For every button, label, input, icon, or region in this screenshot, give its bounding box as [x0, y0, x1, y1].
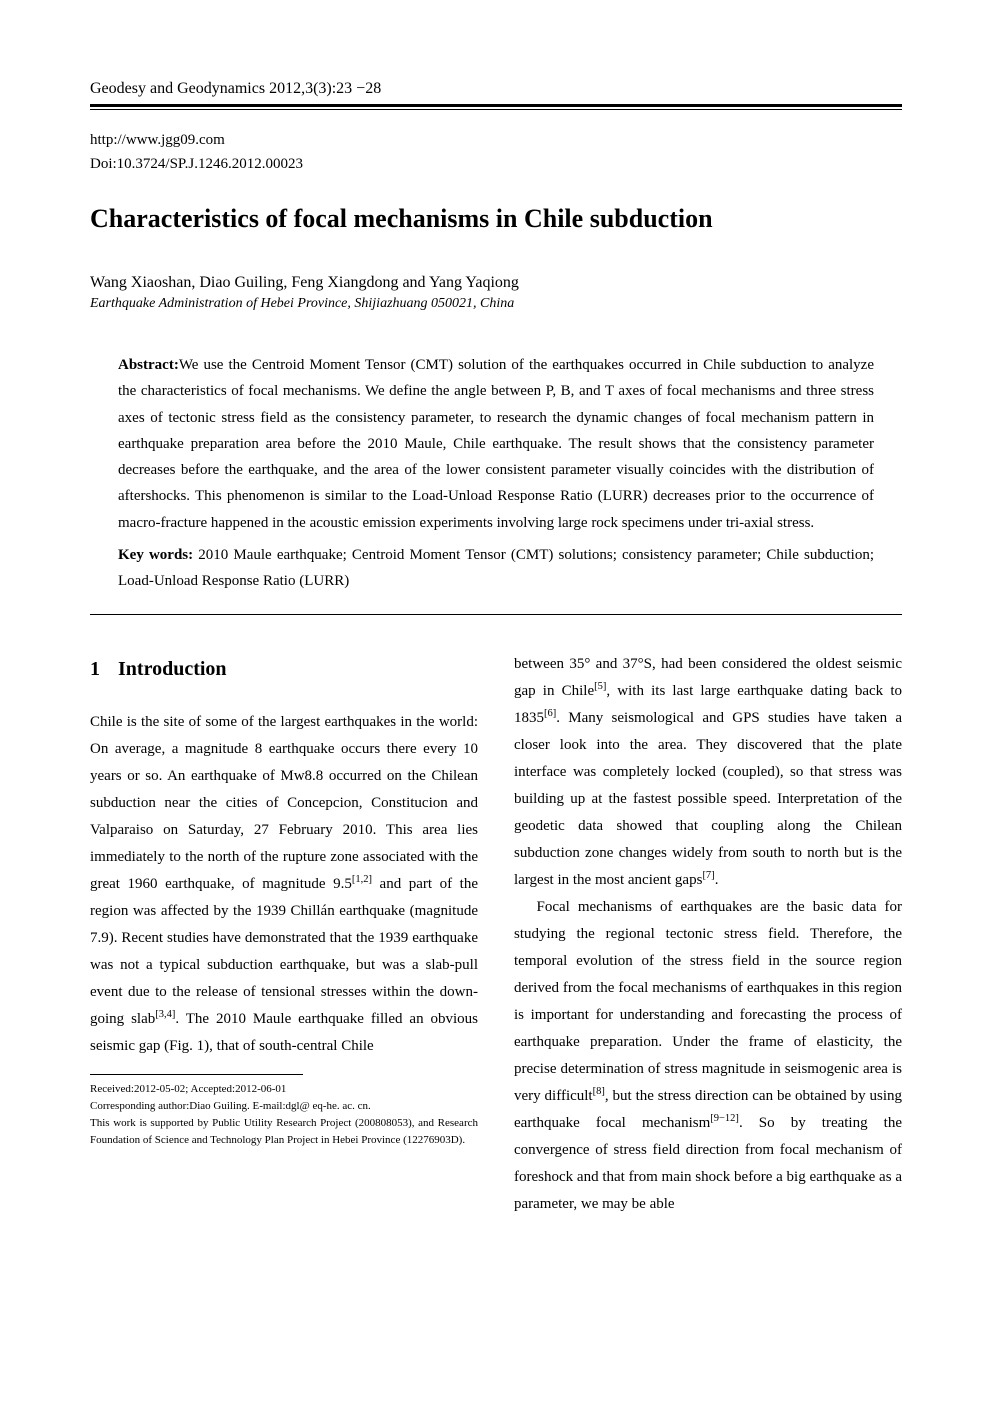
authors: Wang Xiaoshan, Diao Guiling, Feng Xiangd…: [90, 274, 902, 292]
doi: Doi:10.3724/SP.J.1246.2012.00023: [90, 152, 902, 176]
header-rule: [90, 104, 902, 110]
citation-sup: [8]: [593, 1086, 605, 1097]
abstract-block: Abstract:We use the Centroid Moment Tens…: [118, 352, 874, 594]
url-doi-block: http://www.jgg09.com Doi:10.3724/SP.J.12…: [90, 128, 902, 176]
citation-sup: [3,4]: [155, 1009, 175, 1020]
body-text: .: [715, 872, 719, 888]
right-column: between 35° and 37°S, had been considere…: [514, 651, 902, 1218]
footnote-rule: [90, 1074, 303, 1075]
abstract-text: We use the Centroid Moment Tensor (CMT) …: [118, 357, 874, 531]
funding-footnote: This work is supported by Public Utility…: [90, 1115, 478, 1149]
abstract-paragraph: Abstract:We use the Centroid Moment Tens…: [118, 352, 874, 536]
body-columns: 1 Introduction Chile is the site of some …: [90, 651, 902, 1218]
intro-paragraph-left: Chile is the site of some of the largest…: [90, 709, 478, 1060]
footnotes: Received:2012-05-02; Accepted:2012-06-01…: [90, 1081, 478, 1149]
abstract-label: Abstract:: [118, 357, 179, 373]
body-text: Focal mechanisms of earthquakes are the …: [514, 899, 902, 1104]
paper-title: Characteristics of focal mechanisms in C…: [90, 204, 902, 234]
body-text: Chile is the site of some of the largest…: [90, 714, 478, 892]
keywords-text: 2010 Maule earthquake; Centroid Moment T…: [118, 547, 874, 589]
abstract-rule: [90, 614, 902, 615]
citation-sup: [6]: [544, 708, 556, 719]
journal-url: http://www.jgg09.com: [90, 128, 902, 152]
citation-sup: [7]: [702, 870, 714, 881]
keywords-paragraph: Key words: 2010 Maule earthquake; Centro…: [118, 542, 874, 595]
keywords-label: Key words:: [118, 547, 193, 563]
citation-sup: [9−12]: [710, 1113, 739, 1124]
citation-sup: [1,2]: [352, 874, 372, 885]
affiliation: Earthquake Administration of Hebei Provi…: [90, 296, 902, 312]
left-column: 1 Introduction Chile is the site of some …: [90, 651, 478, 1218]
citation-sup: [5]: [594, 681, 606, 692]
intro-paragraph-right-1: between 35° and 37°S, had been considere…: [514, 651, 902, 894]
section-title: Introduction: [118, 658, 227, 680]
section-heading: 1 Introduction: [90, 651, 478, 687]
section-number: 1: [90, 651, 100, 687]
received-footnote: Received:2012-05-02; Accepted:2012-06-01: [90, 1081, 478, 1098]
body-text: . Many seismological and GPS studies hav…: [514, 710, 902, 888]
intro-paragraph-right-2: Focal mechanisms of earthquakes are the …: [514, 894, 902, 1218]
corresponding-footnote: Corresponding author:Diao Guiling. E-mai…: [90, 1098, 478, 1115]
journal-header: Geodesy and Geodynamics 2012,3(3):23 −28: [90, 80, 902, 98]
body-text: and part of the region was affected by t…: [90, 876, 478, 1027]
